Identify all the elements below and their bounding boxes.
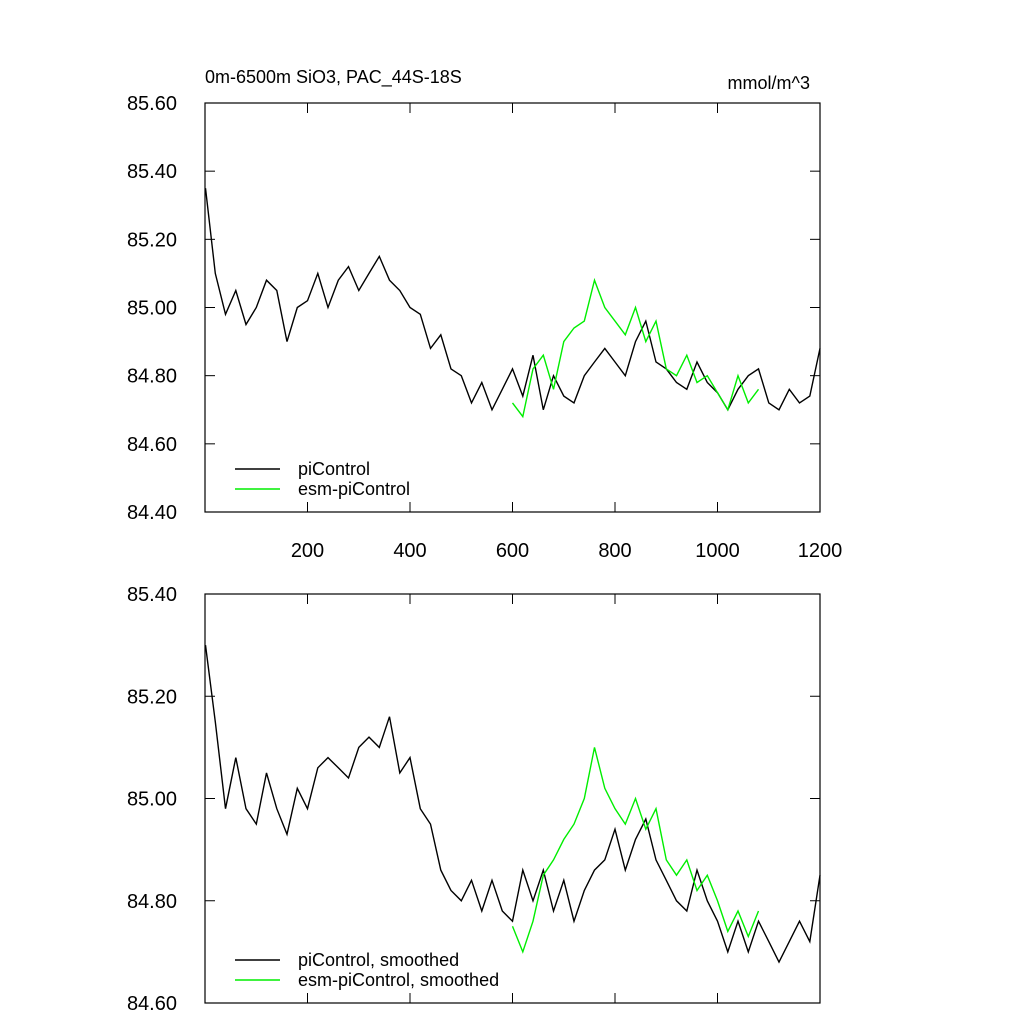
y-tick-label: 85.40 (127, 161, 177, 183)
y-tick-label: 84.80 (127, 366, 177, 388)
data-line (204, 645, 821, 964)
y-tick-label: 85.20 (127, 686, 177, 708)
units-label: mmol/m^3 (728, 73, 810, 93)
legend-label: esm-piControl, smoothed (298, 970, 499, 990)
x-tick-label: 800 (598, 540, 631, 562)
legend-label: esm-piControl (298, 479, 410, 499)
y-tick-label: 85.40 (127, 584, 177, 606)
plot-frame (204, 593, 821, 1004)
data-line (511, 277, 760, 419)
y-tick-label: 85.20 (127, 229, 177, 251)
y-tick-label: 84.60 (127, 434, 177, 456)
y-tick-label: 84.80 (127, 891, 177, 913)
data-line (511, 747, 760, 954)
data-line (204, 188, 821, 412)
x-tick-label: 1000 (695, 540, 740, 562)
x-tick-label: 1200 (798, 540, 843, 562)
x-tick-label: 400 (393, 540, 426, 562)
legend-label: piControl (298, 459, 370, 479)
x-tick-label: 600 (496, 540, 529, 562)
y-tick-label: 84.40 (127, 502, 177, 524)
chart-title: 0m-6500m SiO3, PAC_44S-18S (205, 67, 462, 88)
y-tick-label: 84.60 (127, 993, 177, 1015)
y-tick-label: 85.00 (127, 789, 177, 811)
y-tick-label: 85.00 (127, 298, 177, 320)
y-tick-label: 85.60 (127, 93, 177, 115)
x-tick-label: 200 (291, 540, 324, 562)
legend-label: piControl, smoothed (298, 950, 459, 970)
